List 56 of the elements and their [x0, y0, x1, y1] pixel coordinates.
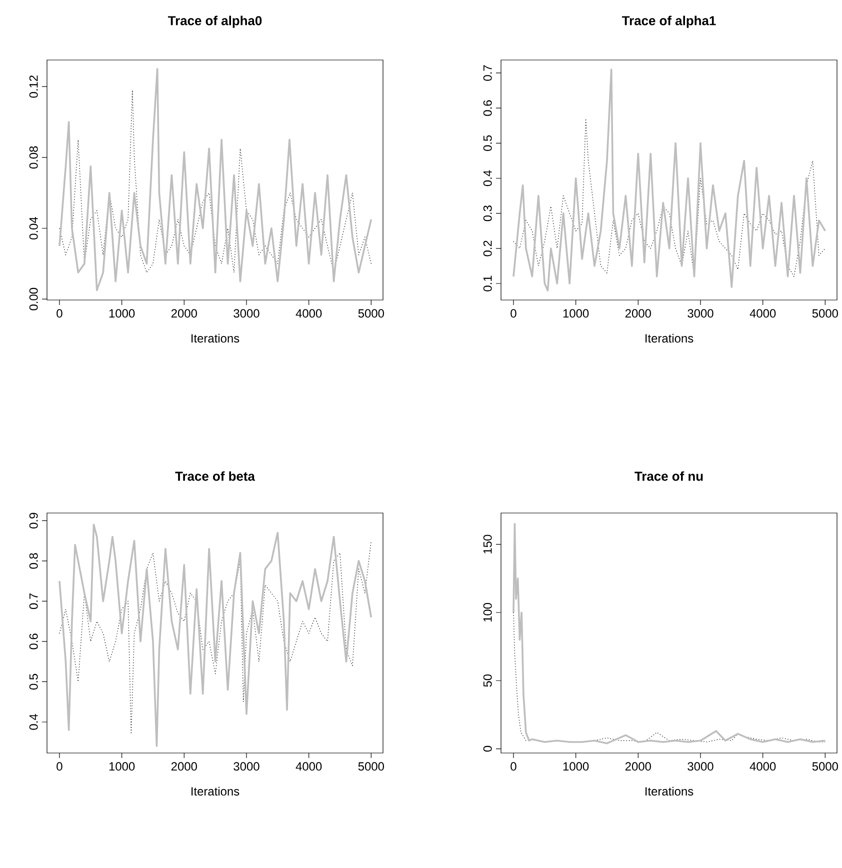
chart-title: Trace of alpha1 — [622, 16, 716, 28]
y-tick-label: 0.2 — [483, 240, 492, 256]
x-tick-label: 3000 — [233, 309, 260, 318]
y-tick-label: 0.9 — [29, 512, 38, 528]
x-tick-label: 0 — [510, 762, 516, 771]
x-tick-label: 1000 — [563, 309, 588, 318]
x-tick-label: 5000 — [812, 309, 838, 318]
x-tick-label: 4000 — [750, 309, 776, 318]
x-axis-title: Iterations — [645, 786, 693, 796]
y-tick-label: 0.04 — [29, 216, 38, 240]
y-tick-label: 0.12 — [29, 76, 38, 98]
line-series — [512, 523, 826, 744]
line-series — [512, 68, 826, 292]
y-tick-label: 0.5 — [29, 674, 38, 690]
x-tick-label: 3000 — [687, 762, 714, 771]
x-tick-label: 4000 — [750, 762, 776, 771]
y-tick-label: 0.7 — [29, 593, 38, 610]
y-tick-label: 150 — [483, 534, 492, 554]
y-tick-label: 100 — [483, 602, 492, 622]
x-tick-label: 1000 — [109, 762, 134, 771]
x-axis-title: Iterations — [191, 786, 239, 796]
x-axis-title: Iterations — [645, 334, 693, 343]
x-tick-label: 5000 — [358, 762, 384, 771]
y-tick-label: 0.6 — [483, 100, 492, 116]
y-tick-label: 50 — [483, 674, 492, 687]
y-tick-label: 0.4 — [29, 714, 38, 730]
x-tick-label: 2000 — [171, 762, 197, 771]
x-tick-label: 4000 — [296, 762, 322, 771]
x-tick-label: 3000 — [233, 762, 260, 771]
line-series — [58, 68, 372, 292]
chart-title: Trace of beta — [174, 471, 255, 481]
x-tick-label: 5000 — [812, 762, 838, 771]
y-tick-label: 0.00 — [29, 288, 38, 310]
y-tick-label: 0.1 — [483, 276, 492, 292]
x-tick-label: 3000 — [687, 309, 714, 318]
y-tick-label: 0 — [483, 746, 492, 752]
x-axis-title: Iterations — [191, 334, 239, 343]
y-tick-label: 0.8 — [29, 553, 38, 569]
x-tick-label: 2000 — [625, 762, 651, 771]
x-tick-label: 1000 — [109, 309, 134, 318]
x-tick-label: 2000 — [625, 309, 651, 318]
chart-title: Trace of nu — [634, 471, 702, 481]
x-tick-label: 0 — [510, 309, 516, 318]
chart-title: Trace of alpha0 — [168, 16, 262, 28]
y-tick-label: 0.4 — [483, 170, 492, 186]
y-tick-label: 0.5 — [483, 135, 492, 151]
y-tick-label: 0.7 — [483, 65, 492, 81]
x-tick-label: 1000 — [563, 762, 588, 771]
y-tick-label: 0.3 — [483, 206, 492, 222]
y-tick-label: 0.08 — [29, 146, 38, 169]
x-tick-label: 2000 — [171, 309, 197, 318]
y-tick-label: 0.6 — [29, 634, 38, 650]
x-tick-label: 0 — [56, 762, 62, 771]
x-tick-label: 5000 — [358, 309, 384, 318]
x-tick-label: 4000 — [296, 309, 322, 318]
x-tick-label: 0 — [56, 309, 62, 318]
